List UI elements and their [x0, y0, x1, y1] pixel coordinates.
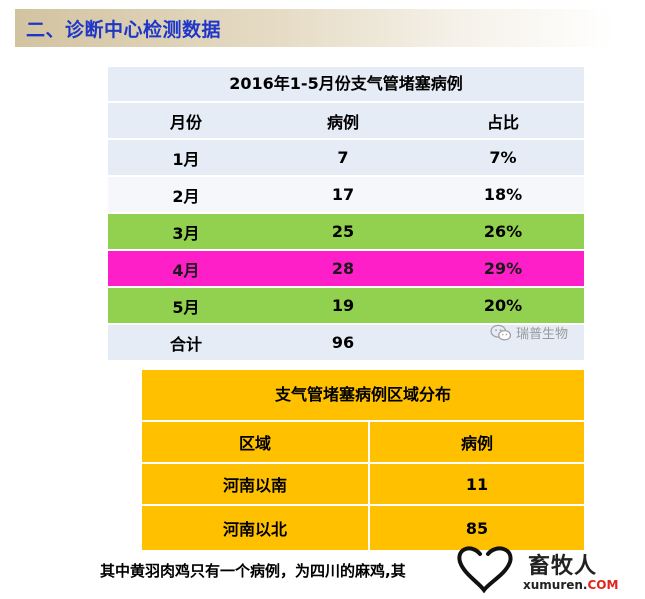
ratio-cell: 26%	[483, 222, 523, 241]
column-header-cases: 病例	[460, 434, 493, 453]
table-row: 3月 25 26%	[108, 214, 584, 251]
table-row: 5月 19 20%	[108, 288, 584, 325]
logo-url-prefix: xumuren.	[523, 578, 588, 592]
column-header-month: 月份	[169, 112, 202, 132]
table-header-row: 区域 病例	[142, 422, 584, 464]
month-cell: 4月	[172, 260, 200, 280]
section-title: 二、诊断中心检测数据	[26, 19, 222, 41]
ratio-cell: 18%	[483, 185, 523, 204]
section-header-bar	[15, 9, 615, 47]
month-cell: 2月	[172, 186, 200, 206]
watermark-text: 瑞普生物	[516, 327, 569, 342]
cases-by-month-table: 2016年1-5月份支气管堵塞病例 月份 病例 占比 1月 7 7% 2月 17…	[108, 67, 584, 360]
table-row: 河南以南 11	[142, 464, 584, 506]
region-cell: 河南以北	[142, 506, 370, 550]
wechat-icon	[490, 324, 512, 341]
cases-cell: 11	[465, 474, 489, 494]
table-row: 4月 28 29%	[108, 251, 584, 288]
month-cell: 5月	[172, 297, 200, 317]
table-row: 河南以北 85	[142, 506, 584, 550]
heart-icon	[457, 546, 513, 594]
month-cell: 3月	[172, 223, 200, 243]
cases-cell: 25	[331, 222, 355, 241]
month-cell: 1月	[172, 149, 200, 169]
cases-cell: 7	[337, 148, 349, 167]
table-header-row: 月份 病例 占比	[108, 103, 584, 140]
ratio-cell: 7%	[489, 148, 517, 167]
site-logo-mark	[457, 546, 513, 594]
logo-url: xumuren.COM	[523, 578, 618, 592]
column-header-region: 区域	[142, 422, 370, 462]
logo-url-suffix: COM	[587, 578, 619, 592]
cases-by-region-table: 支气管堵塞病例区域分布 区域 病例 河南以南 11 河南以北 85	[142, 370, 584, 550]
footer-note: 其中黄羽肉鸡只有一个病例，为四川的麻鸡,其	[100, 562, 406, 580]
source-watermark: 瑞普生物	[490, 323, 568, 342]
cases-cell: 17	[331, 185, 355, 204]
cases-cell: 19	[331, 296, 355, 315]
total-cases: 96	[331, 333, 355, 352]
column-header-ratio: 占比	[486, 112, 519, 132]
cases-cell: 85	[465, 518, 489, 538]
table-row: 2月 17 18%	[108, 177, 584, 214]
total-label: 合计	[169, 334, 202, 354]
ratio-cell: 20%	[483, 296, 523, 315]
column-header-cases: 病例	[326, 112, 359, 132]
logo-text: 畜牧人	[528, 554, 598, 579]
region-cell: 河南以南	[142, 464, 370, 504]
table-title: 2016年1-5月份支气管堵塞病例	[108, 67, 584, 103]
table-title: 支气管堵塞病例区域分布	[142, 370, 584, 422]
ratio-cell: 29%	[483, 259, 523, 278]
table-row: 1月 7 7%	[108, 140, 584, 177]
cases-cell: 28	[331, 259, 355, 278]
